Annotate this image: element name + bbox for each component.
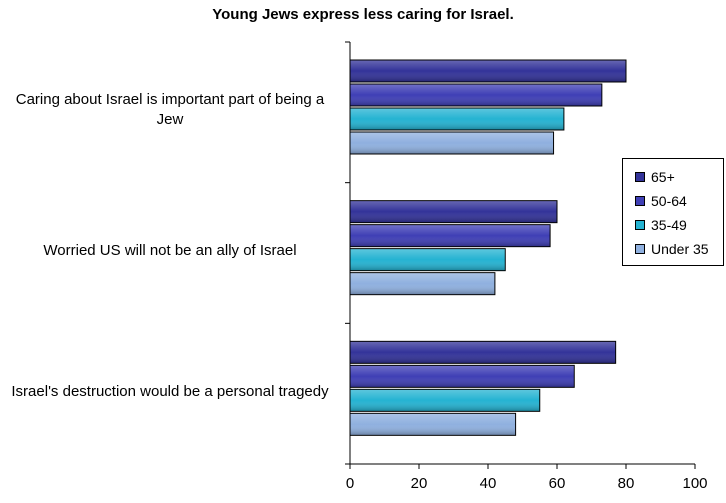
legend-label: Under 35 <box>651 241 709 257</box>
legend-swatch <box>635 172 645 182</box>
chart-legend: 65+ 50-64 35-49 Under 35 <box>622 158 724 266</box>
legend-swatch <box>635 220 645 230</box>
x-tick-label: 40 <box>480 475 497 492</box>
bar-shading <box>350 225 550 247</box>
legend-item: Under 35 <box>635 239 709 259</box>
bar-shading <box>350 108 564 130</box>
x-tick-label: 80 <box>618 475 635 492</box>
bar-shading <box>350 60 626 82</box>
bar-shading <box>350 365 574 387</box>
legend-label: 35-49 <box>651 217 687 233</box>
category-label-3: Israel's destruction would be a personal… <box>11 382 329 400</box>
bar-shading <box>350 389 540 411</box>
bar-shading <box>350 249 505 271</box>
bar-shading <box>350 341 616 363</box>
bar-shading <box>350 201 557 223</box>
x-tick-label: 60 <box>549 475 566 492</box>
legend-item: 50-64 <box>635 191 687 211</box>
category-label-2: Worried US will not be an ally of Israel <box>43 242 297 259</box>
x-tick-label: 20 <box>411 475 428 492</box>
bar-shading <box>350 273 495 295</box>
legend-label: 50-64 <box>651 193 687 209</box>
legend-swatch <box>635 196 645 206</box>
legend-item: 35-49 <box>635 215 687 235</box>
legend-swatch <box>635 244 645 254</box>
legend-item: 65+ <box>635 167 675 187</box>
category-label-1: Caring about Israel is important part of… <box>15 91 325 129</box>
x-tick-label: 0 <box>346 475 354 492</box>
x-tick-label: 100 <box>682 475 707 492</box>
bar-shading <box>350 413 516 435</box>
bar-shading <box>350 132 554 154</box>
legend-label: 65+ <box>651 169 675 185</box>
chart-title: Young Jews express less caring for Israe… <box>212 6 514 23</box>
bar-shading <box>350 84 602 106</box>
